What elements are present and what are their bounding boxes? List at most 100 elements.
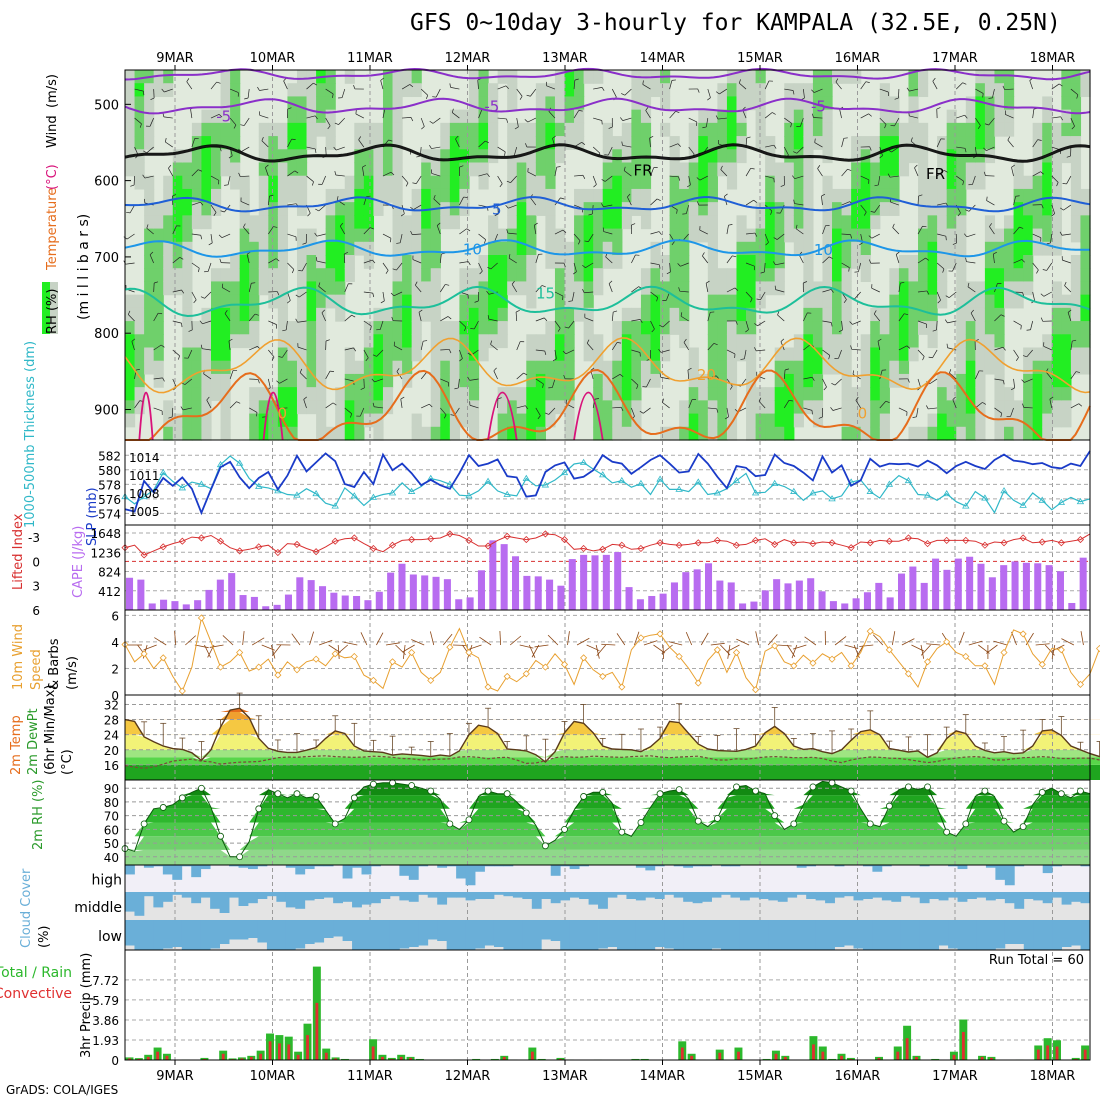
wind-barb <box>726 255 733 264</box>
rh-cell <box>726 83 738 98</box>
rh-cell <box>593 373 604 388</box>
wind-barb <box>440 378 449 383</box>
thickness-point <box>1019 501 1027 508</box>
rh-cell <box>631 334 642 349</box>
cloud-bar <box>238 892 249 906</box>
rh-cell <box>497 281 508 296</box>
rh-cell <box>631 109 642 124</box>
rh-cell <box>344 202 355 216</box>
rh-cell <box>430 175 441 190</box>
wind-barb <box>758 397 762 402</box>
wind-speed-point <box>274 671 282 679</box>
rh-cell <box>210 360 222 375</box>
rh-cell <box>526 347 537 362</box>
wind-barb <box>344 283 349 293</box>
cloud-bar <box>162 865 173 875</box>
rh-cell <box>975 334 986 349</box>
rh-cell <box>984 241 996 256</box>
rh-cell <box>191 136 203 150</box>
cloud-bar <box>579 865 589 867</box>
rh-cell <box>191 215 203 230</box>
wind-barb <box>788 399 793 402</box>
rh-cell <box>650 281 661 296</box>
rh-cell <box>459 387 470 401</box>
wind-barb <box>318 286 326 293</box>
thickness-point <box>274 487 282 494</box>
rh-cell <box>268 162 279 177</box>
rh-cell <box>984 321 996 335</box>
cape-bar <box>148 603 156 610</box>
rh-cell <box>440 122 451 137</box>
rh-cell <box>296 228 308 243</box>
rh-cell <box>879 122 890 137</box>
wind-barb <box>353 85 356 90</box>
rh-cell <box>851 241 862 256</box>
lifted-index-point <box>752 536 760 544</box>
rh-cell <box>306 347 317 362</box>
precip-convective-bar <box>690 1055 694 1060</box>
rh-cell <box>1023 215 1034 230</box>
isotherm <box>124 97 1091 115</box>
wind-barb <box>1007 139 1014 148</box>
wind-barb <box>841 320 843 330</box>
wind-barb <box>412 259 422 264</box>
temp-tick-label: 20 <box>104 744 119 758</box>
rh-cell <box>507 281 518 296</box>
wind-barb <box>724 193 728 197</box>
rh-cell <box>860 188 871 203</box>
wind-barb <box>906 345 911 349</box>
rh-cell <box>430 321 441 335</box>
rh-cell <box>554 228 566 243</box>
wind-barb <box>353 347 357 352</box>
wind-barb <box>191 138 196 148</box>
rh-cell <box>402 70 413 84</box>
rh-point <box>637 819 645 826</box>
wind-barb <box>1022 355 1027 358</box>
wind-barb <box>199 320 203 325</box>
rh-cell <box>1080 188 1091 203</box>
wind-barb <box>487 315 490 320</box>
rh-cell <box>631 122 642 137</box>
rh-cell <box>631 360 642 375</box>
rh-cell <box>927 202 938 216</box>
rh-cell <box>1023 281 1034 296</box>
rh-cell <box>306 334 317 349</box>
rh-cell <box>755 241 766 256</box>
rh-cell <box>946 387 957 401</box>
wind-barb <box>243 117 250 126</box>
cloud-bar <box>957 865 968 870</box>
wind-speed-point <box>599 672 607 680</box>
rh-cell <box>134 373 145 388</box>
rh-cell <box>898 122 910 137</box>
rh-cell <box>201 387 212 401</box>
rh-cell <box>1032 215 1043 230</box>
legend-temperature: Temperature <box>45 188 60 271</box>
cape-bar <box>239 595 247 610</box>
rh-cell <box>430 215 441 230</box>
wind-barb <box>436 222 441 226</box>
wind-barb <box>432 117 441 124</box>
rh-cell <box>430 347 441 362</box>
slp-line <box>124 450 1091 516</box>
wind-barb <box>535 254 539 264</box>
rh-cell <box>688 360 699 375</box>
cloud-bar <box>881 920 892 950</box>
rh-cell <box>411 83 422 98</box>
rh-cell <box>411 307 422 322</box>
wind-barb-10m <box>859 644 874 647</box>
cloud-bar <box>957 892 968 902</box>
cloud-bar <box>295 920 306 949</box>
wind-barb <box>191 201 201 206</box>
precip-convective-bar <box>165 1055 169 1060</box>
rh-cell <box>554 281 566 296</box>
lifted-index-point <box>962 536 970 544</box>
cape-bar <box>841 603 849 610</box>
rh-cell <box>755 136 766 150</box>
rh-cell <box>908 321 919 335</box>
cape-bar <box>693 569 701 610</box>
wind-barb <box>429 120 434 124</box>
isotherm-warm <box>487 391 518 441</box>
cloud-bar <box>796 892 807 895</box>
rh-cell <box>746 387 757 401</box>
cloud-bar <box>266 920 277 950</box>
